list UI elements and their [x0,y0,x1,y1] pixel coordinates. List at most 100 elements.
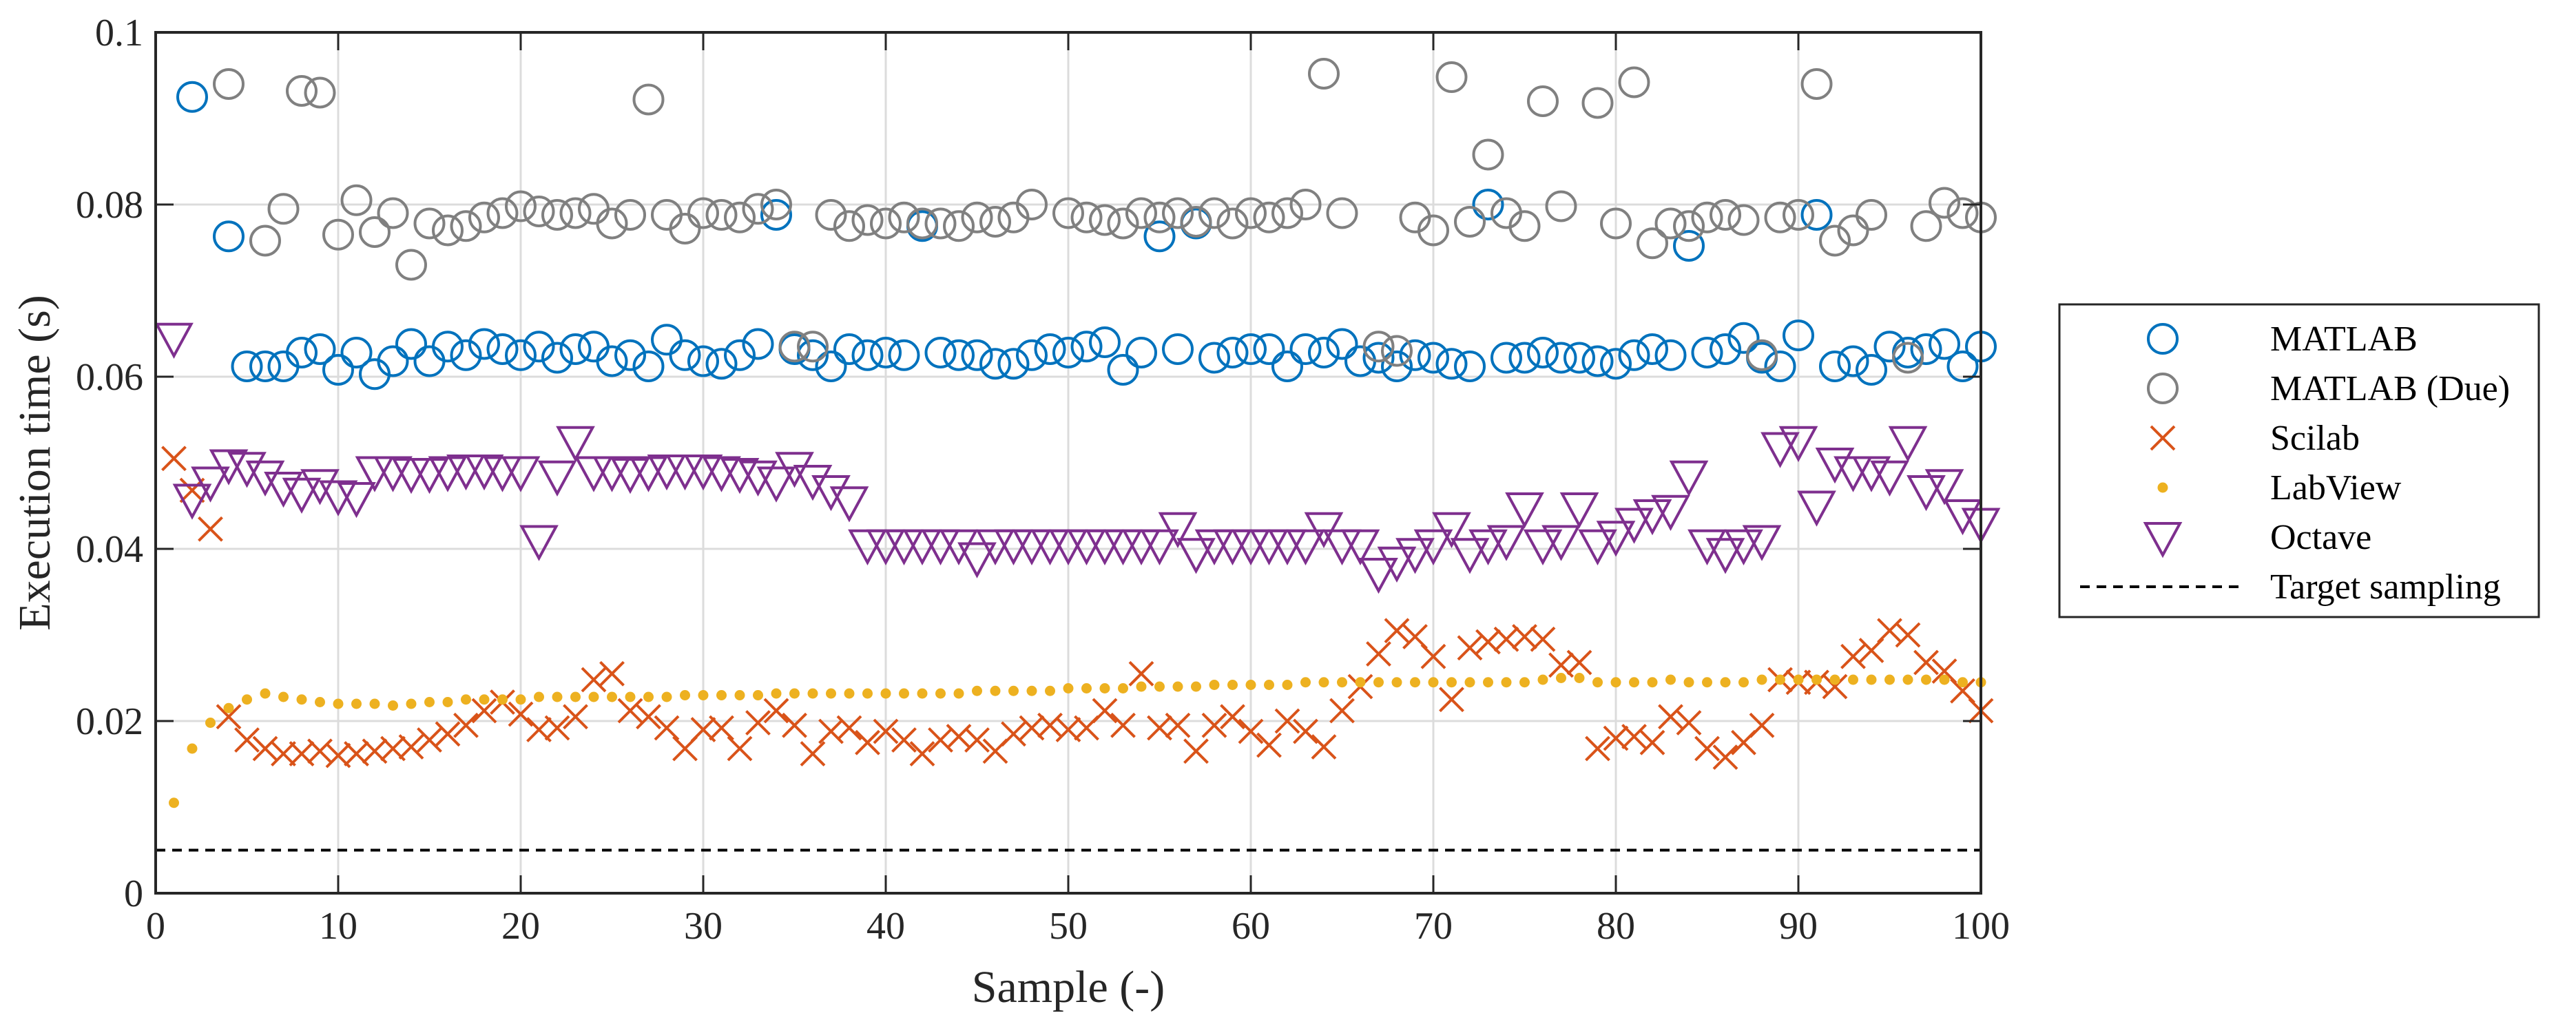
data-point [1578,529,1617,565]
data-point [1939,674,1950,685]
data-point [544,715,570,741]
data-point [541,342,573,374]
data-point [570,691,581,702]
data-point [1337,677,1347,688]
data-point [742,193,774,225]
data-point [278,691,289,702]
data-point [1355,677,1366,688]
data-point [617,698,643,724]
data-point [1384,618,1410,644]
data-point [1340,529,1380,565]
data-point [924,337,957,368]
data-point [245,460,285,497]
data-point [1034,333,1066,365]
data-point [223,702,234,713]
data-point [1566,649,1592,676]
data-point [450,339,482,371]
data-point [413,207,446,240]
data-point [716,690,727,700]
data-point [943,339,975,371]
data-point [1943,499,1982,536]
data-point [1574,673,1585,683]
data-point [1683,677,1694,688]
data-point [632,351,665,382]
series-labview [169,673,1986,808]
data-point [340,337,373,368]
data-point [1892,342,1924,374]
data-point [1107,354,1139,386]
data-point [1764,351,1796,382]
data-point [333,698,344,709]
data-point [1581,345,1614,377]
data-point [724,201,756,233]
data-point [1856,354,1887,386]
data-point [1198,197,1230,229]
data-point [395,249,427,281]
legend-label: Scilab [2270,419,2360,458]
data-point [1527,337,1559,368]
data-point [1435,348,1468,380]
data-point [1092,698,1118,724]
data-point [559,333,592,365]
data-point [249,351,281,382]
data-point [1026,685,1037,696]
data-point [161,446,187,472]
data-point [1669,460,1709,497]
data-point [979,206,1011,238]
data-point [669,339,701,371]
data-point [340,184,373,216]
data-point [1326,197,1358,229]
data-point [1637,227,1668,260]
data-point [1673,230,1705,262]
data-point [1016,189,1048,220]
data-point [1107,207,1139,240]
data-point [213,220,245,253]
data-point [643,691,654,702]
data-point [486,197,519,229]
data-point [734,690,745,700]
data-point [1523,529,1563,565]
data-point [961,201,993,233]
data-point [997,348,1030,380]
x-tick-label: 60 [1232,905,1270,948]
data-point [844,688,855,699]
data-point [1381,351,1413,382]
data-point [296,694,307,705]
data-point [1691,201,1723,233]
y-tick-label: 0.04 [76,528,143,571]
data-point [1216,207,1249,240]
data-point [1162,197,1194,229]
data-point [760,189,792,220]
data-point [1614,508,1654,544]
data-point [771,688,782,699]
data-point [435,721,461,747]
data-point [322,218,354,251]
data-point [234,727,260,753]
data-point [917,688,928,699]
data-point [1519,677,1530,688]
data-point [1329,698,1355,724]
data-point [1235,197,1267,229]
data-point [1647,677,1658,688]
data-point [1760,432,1800,468]
data-point [880,688,891,699]
data-point [1472,189,1504,220]
data-point [1110,712,1136,738]
data-point [1783,199,1814,231]
y-tick-label: 0.1 [95,12,143,54]
data-point [450,210,482,242]
data-point [1800,68,1833,100]
data-point [1800,199,1833,231]
data-point [1165,712,1191,738]
x-tick-label: 70 [1414,905,1453,948]
data-point [797,331,829,363]
data-point [909,741,935,766]
data-point [625,691,636,702]
data-point [417,727,442,753]
data-point [1413,529,1453,565]
y-tick-label: 0.06 [76,356,143,399]
data-point [523,331,555,363]
data-point [1417,342,1449,374]
data-point [1377,546,1417,583]
data-point [515,694,526,705]
